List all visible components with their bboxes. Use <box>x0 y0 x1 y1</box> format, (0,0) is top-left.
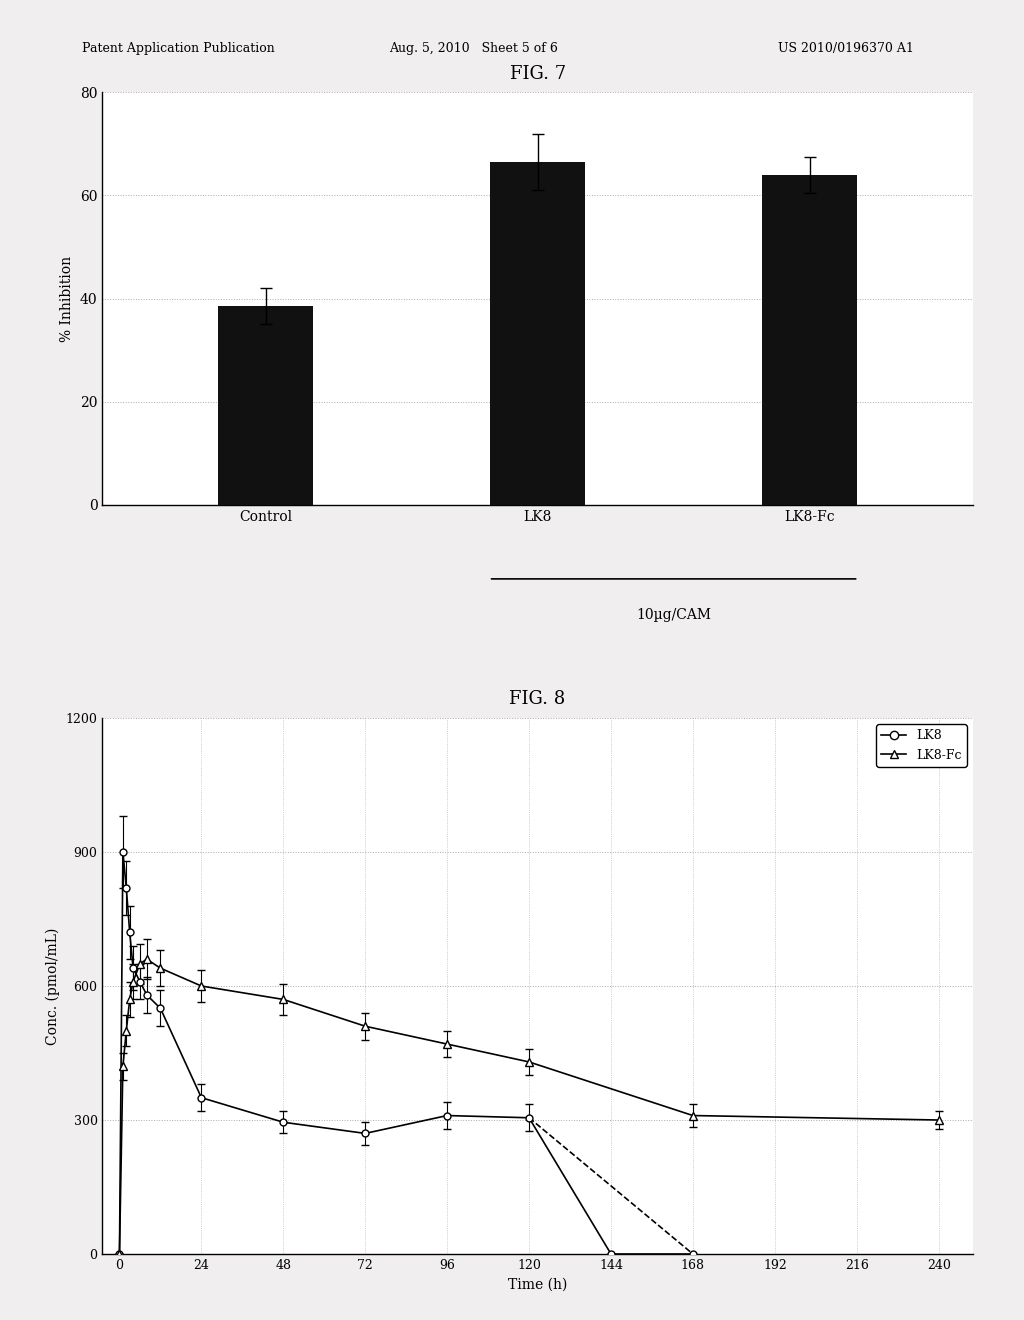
Bar <box>490 162 585 504</box>
Title: FIG. 7: FIG. 7 <box>510 65 565 83</box>
Y-axis label: Conc. (pmol/mL): Conc. (pmol/mL) <box>46 928 60 1044</box>
Legend: LK8, LK8-Fc: LK8, LK8-Fc <box>877 725 967 767</box>
Y-axis label: % Inhibition: % Inhibition <box>60 256 75 342</box>
Text: Patent Application Publication: Patent Application Publication <box>82 42 274 55</box>
Text: 10µg/CAM: 10µg/CAM <box>636 607 711 622</box>
Bar <box>762 174 857 504</box>
Bar <box>218 306 313 504</box>
Title: FIG. 8: FIG. 8 <box>510 690 565 708</box>
Text: Aug. 5, 2010   Sheet 5 of 6: Aug. 5, 2010 Sheet 5 of 6 <box>389 42 558 55</box>
Text: US 2010/0196370 A1: US 2010/0196370 A1 <box>778 42 914 55</box>
X-axis label: Time (h): Time (h) <box>508 1278 567 1291</box>
